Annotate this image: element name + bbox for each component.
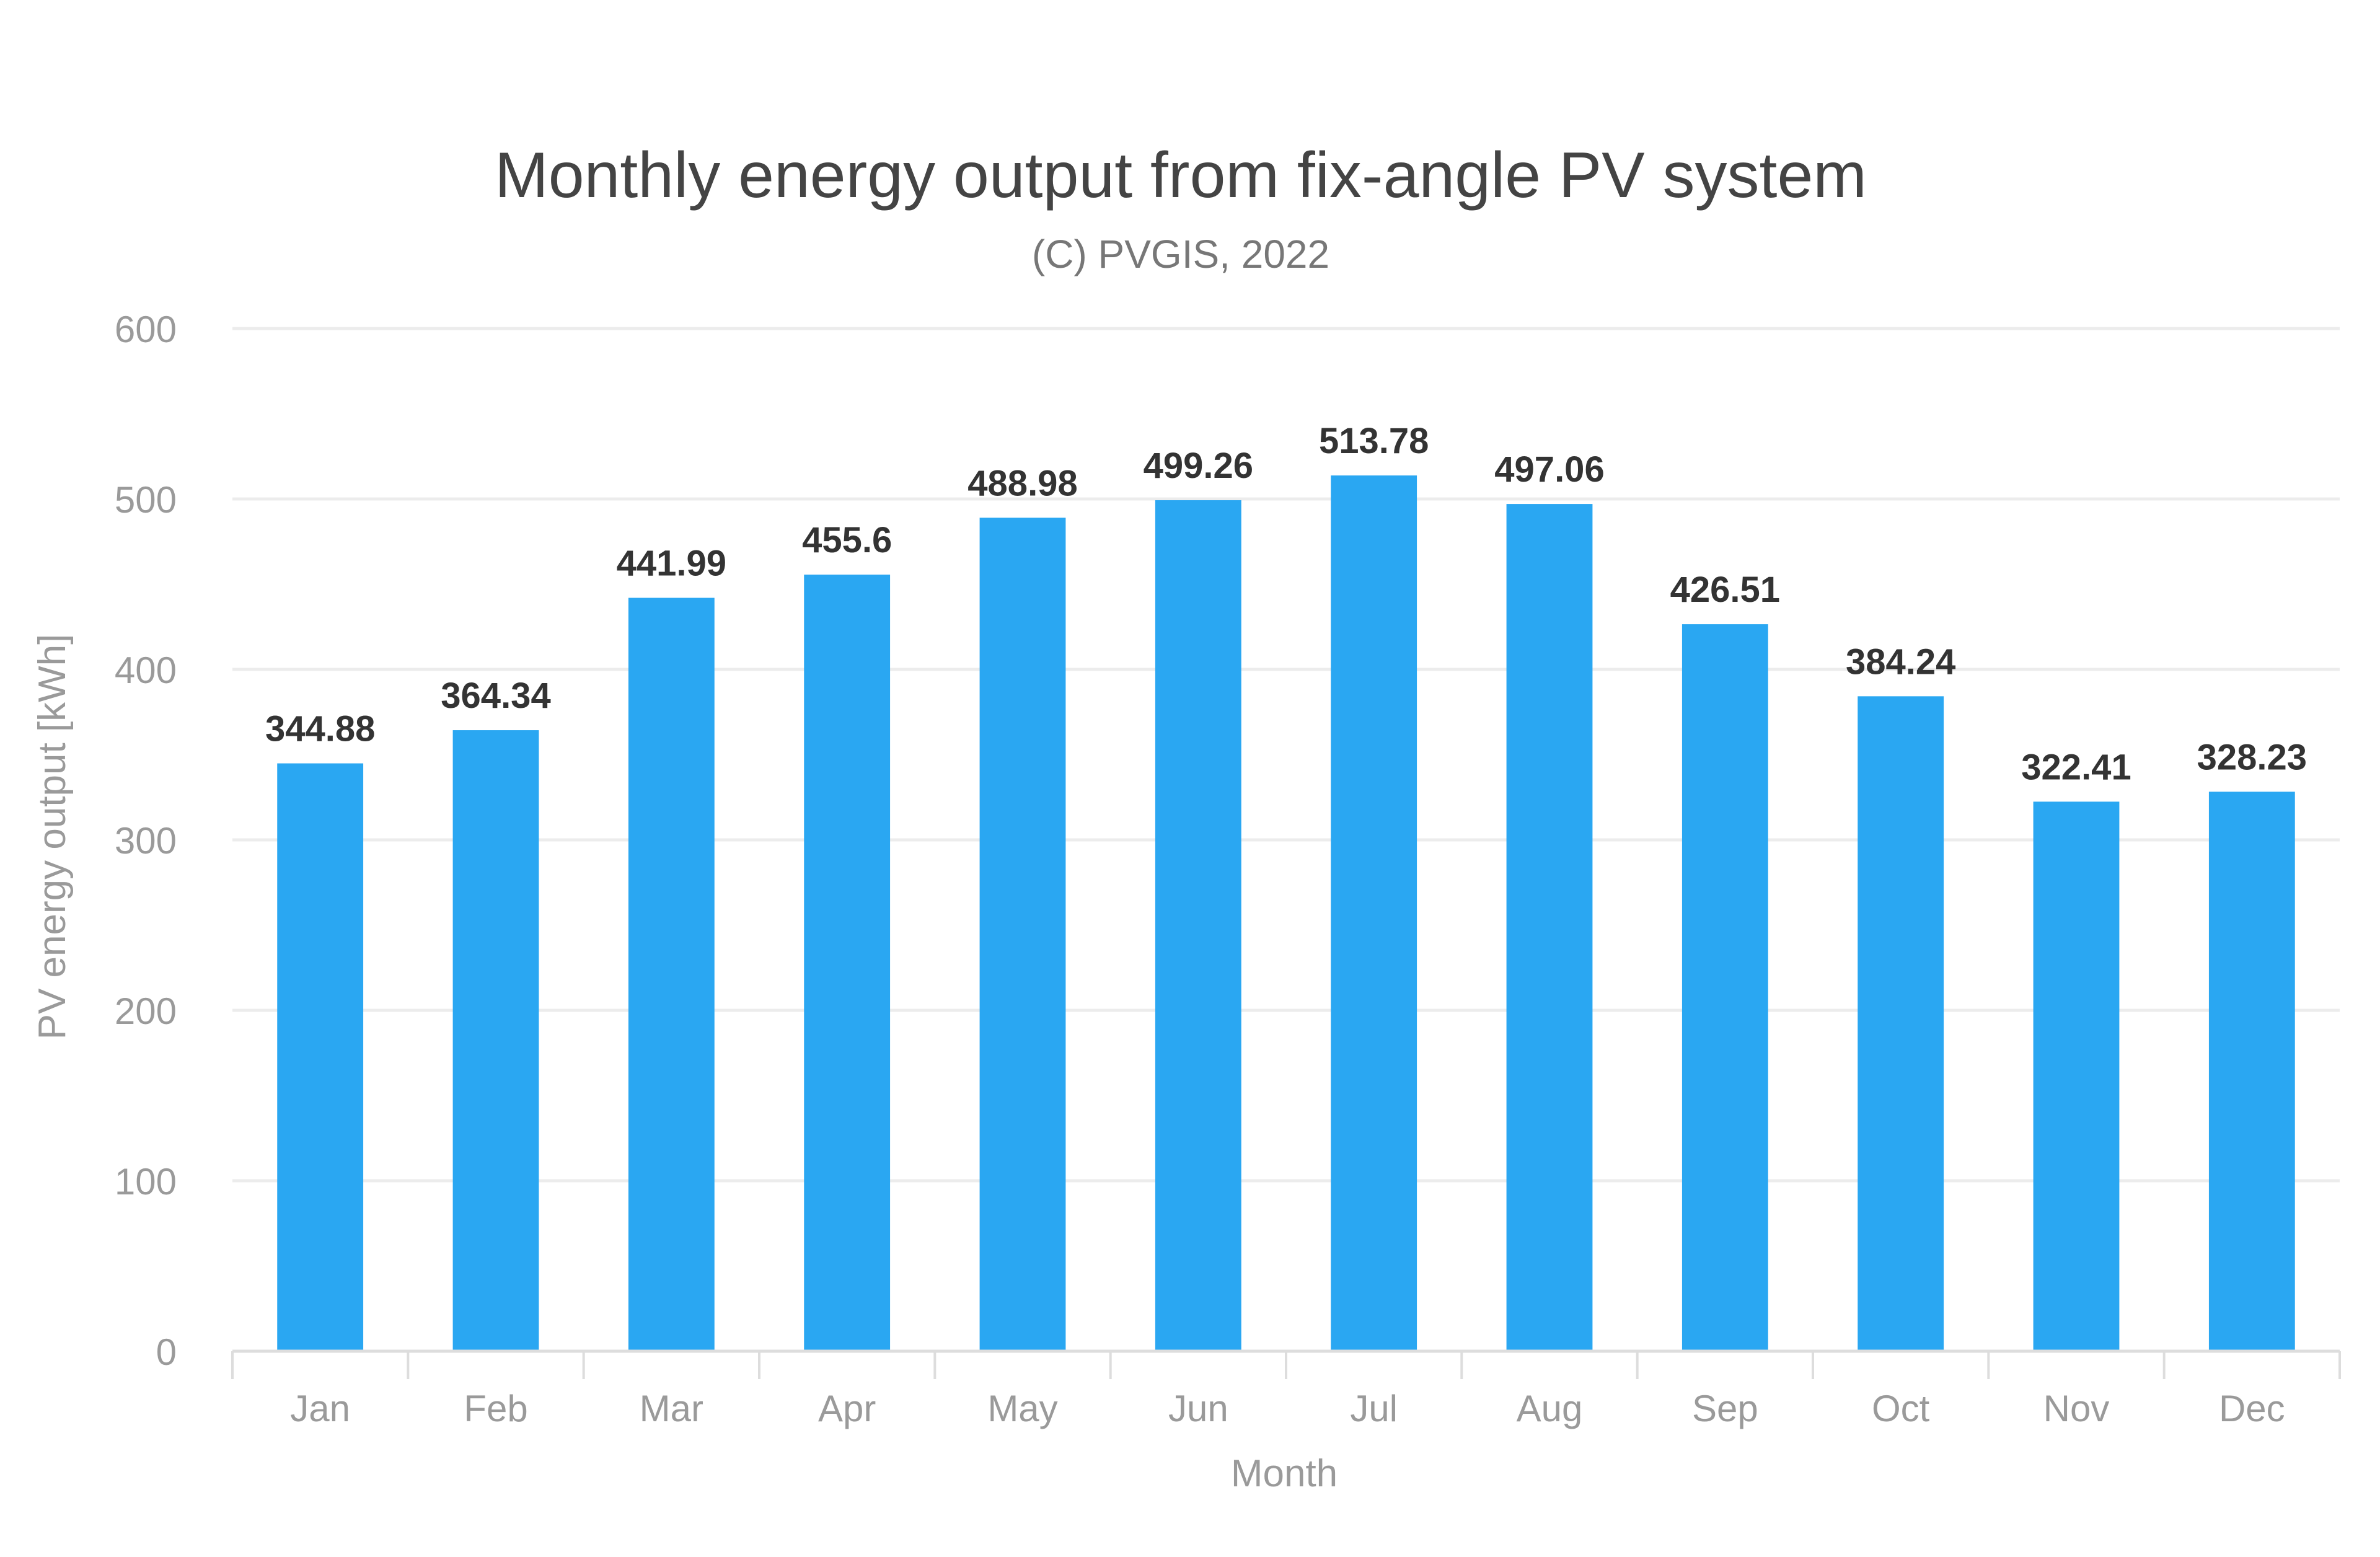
x-tick-label-aug: Aug [1517, 1388, 1583, 1429]
bars [277, 475, 2295, 1352]
x-tick-label-jun: Jun [1168, 1388, 1228, 1429]
y-axis-label: PV energy output [kWh] [31, 634, 74, 1040]
data-label-nov: 322.41 [2021, 747, 2131, 787]
bar-jul [1331, 475, 1417, 1351]
y-tick-label: 100 [115, 1161, 177, 1202]
bar-oct [1858, 696, 1944, 1351]
data-label-mar: 441.99 [617, 544, 726, 584]
y-tick-label: 400 [115, 650, 177, 691]
y-tick-label: 0 [156, 1331, 177, 1373]
bar-apr [804, 575, 891, 1351]
bar-aug [1506, 504, 1593, 1352]
bar-dec [2208, 792, 2295, 1351]
data-labels: 344.88 364.34 441.99 455.6 488.98 499.26 513.7… [265, 421, 2307, 787]
y-tick-label: 200 [115, 990, 177, 1032]
bar-jan [277, 763, 364, 1351]
x-tick-label-feb: Feb [464, 1388, 527, 1429]
y-axis-ticks: 0 100 200 300 400 500 600 [115, 309, 177, 1373]
data-label-jan: 344.88 [265, 709, 375, 749]
bar-jun [1155, 500, 1241, 1352]
bar-feb [452, 730, 539, 1351]
x-tick-label-jan: Jan [290, 1388, 350, 1429]
data-label-jul: 513.78 [1319, 421, 1429, 461]
data-label-may: 488.98 [967, 463, 1077, 503]
y-tick-label: 500 [115, 479, 177, 521]
data-label-feb: 364.34 [441, 676, 550, 716]
bar-nov [2033, 801, 2120, 1351]
data-label-dec: 328.23 [2197, 737, 2307, 777]
x-tick-label-dec: Dec [2219, 1388, 2285, 1429]
data-label-apr: 455.6 [802, 520, 892, 560]
x-tick-label-mar: Mar [640, 1388, 703, 1429]
bar-mar [628, 598, 715, 1351]
x-axis: Jan Feb Mar Apr May Jun Jul Aug Sep Oct Nov Dec [231, 1349, 2341, 1429]
x-tick-label-oct: Oct [1872, 1388, 1930, 1429]
x-tick-label-apr: Apr [818, 1388, 876, 1429]
x-tick-label-may: May [987, 1388, 1057, 1429]
gridlines [232, 327, 2340, 1183]
x-tick-label-sep: Sep [1692, 1388, 1758, 1429]
bar-may [979, 518, 1066, 1352]
chart-title: Monthly energy output from fix-angle PV … [495, 139, 1867, 211]
bar-sep [1681, 624, 1768, 1352]
x-tick-label-nov: Nov [2043, 1388, 2110, 1429]
x-axis-label: Month [1231, 1452, 1338, 1495]
data-label-jun: 499.26 [1144, 446, 1253, 486]
y-tick-label: 600 [115, 309, 177, 350]
data-label-aug: 497.06 [1494, 449, 1604, 490]
y-tick-label: 300 [115, 820, 177, 862]
x-tick-label-jul: Jul [1350, 1388, 1398, 1429]
chart-subtitle: (C) PVGIS, 2022 [1032, 232, 1329, 276]
data-label-sep: 426.51 [1670, 570, 1780, 610]
data-label-oct: 384.24 [1846, 642, 1955, 682]
